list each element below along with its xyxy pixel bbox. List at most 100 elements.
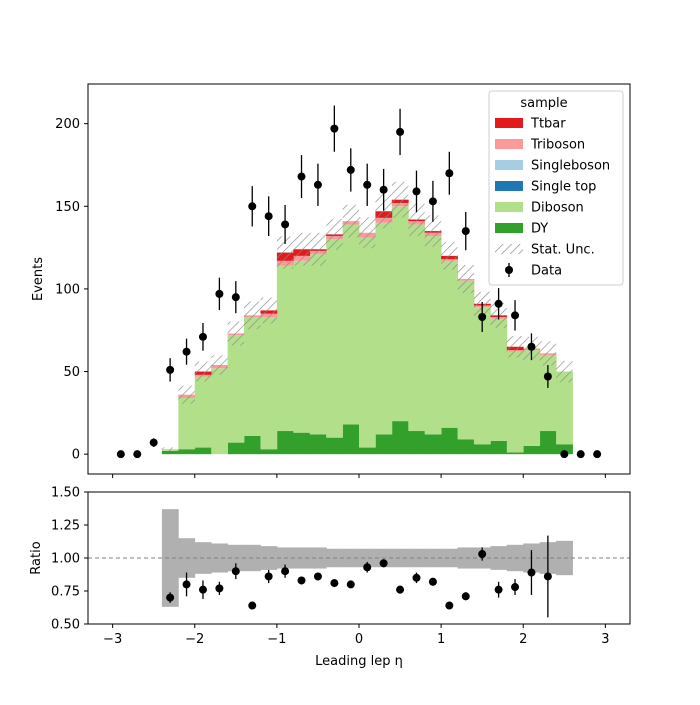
legend-swatch-ttbar [495,118,523,128]
bar-diboson-19 [424,236,442,435]
stat-unc-band-8 [244,301,261,330]
series-diboson [161,206,573,455]
data-points [116,105,602,459]
bar-dy-22 [473,444,491,455]
y-tick-label-150: 150 [55,200,80,215]
main-panel: 0 50 100 150 200 Events sample Ttbar Triboson S… [31,83,631,478]
ratio-point-1 [182,580,191,589]
bar-dy-20 [441,427,458,455]
data-point-20 [445,169,454,178]
data-point-16 [379,185,388,194]
stat-unc-band-20 [441,241,458,270]
data-point-3 [166,365,175,374]
main-axes: 0 50 100 150 200 [55,105,606,478]
bar-diboson-23 [490,318,508,441]
ratio-point-0 [166,593,175,602]
bar-diboson-10 [276,265,294,432]
y-axis-label-events: Events [31,257,46,301]
data-point-2 [149,438,158,447]
bar-dy-5 [194,447,212,455]
bar-dy-8 [244,435,261,455]
legend-swatch-triboson [495,139,523,149]
stat-unc-band-26 [539,341,557,366]
bar-diboson-6 [211,368,229,455]
data-point-0 [116,450,125,459]
bar-diboson-4 [178,397,196,450]
ratio-y-tick-label-1.25: 1.25 [51,519,80,534]
ratio-unc-band-6 [211,543,229,573]
ratio-point-7 [281,567,290,576]
stat-unc-band-14 [342,204,359,238]
bar-dy-21 [457,439,475,455]
ratio-point-15 [412,573,421,582]
bar-dy-4 [178,449,196,455]
ratio-unc-band-3 [161,509,179,607]
legend-swatch-diboson [495,202,523,212]
stat-unc-band-17 [391,181,409,218]
legend-swatch-rect-diboson [495,202,523,212]
legend-label-singleboson: Singleboson [531,159,610,174]
stack-area [161,181,573,455]
legend-swatch-hatch [495,244,523,254]
legend-swatch-stat-unc [495,244,523,254]
bar-diboson-18 [408,224,426,432]
stat-unc-band-21 [457,264,474,294]
ratio-point-16 [428,577,437,586]
data-point-23 [494,299,503,308]
bar-diboson-9 [260,317,278,450]
ratio-point-4 [231,567,240,576]
y-axis-label-ratio: Ratio [29,541,44,574]
stat-unc-band-3 [161,447,179,452]
data-point-4 [182,347,191,356]
y-tick-label-50: 50 [63,365,80,380]
ratio-point-9 [313,572,322,581]
x-tick-label-3: 3 [601,632,609,647]
legend-label-ttbar: Ttbar [530,117,566,132]
bar-dy-26 [539,431,557,455]
series-dy [161,421,573,455]
bar-dy-19 [424,434,442,455]
stat-unc-band-18 [408,203,425,236]
legend-label-data: Data [531,264,562,279]
ratio-point-3 [215,584,224,593]
data-point-6 [215,289,224,298]
ratio-point-12 [363,563,372,572]
stat-unc-band-19 [424,215,442,247]
bar-diboson-17 [391,206,409,422]
ratio-y-tick-label-1.50: 1.50 [51,486,80,501]
ratio-unc-band-20 [441,548,458,568]
x-tick-label-0: 0 [355,632,363,647]
ratio-unc-band-17 [391,548,409,568]
bar-dy-12 [309,434,327,455]
y-tick-label-0: 0 [72,448,80,463]
ratio-unc-bands [161,509,573,607]
data-point-25 [527,342,536,351]
stat-unc-band-11 [293,232,310,266]
x-tick-label--2: −2 [185,632,204,647]
bar-dy-3 [161,450,179,455]
legend-swatch-point [505,266,513,274]
data-point-22 [478,313,487,322]
data-point-21 [461,227,470,236]
data-point-8 [248,202,257,211]
ratio-y-tick-label-1.00: 1.00 [51,552,80,567]
bar-dy-13 [326,437,343,455]
data-point-5 [198,332,207,341]
bar-diboson-7 [227,335,245,443]
bar-dy-17 [391,421,409,455]
ratio-area [88,509,630,607]
data-point-17 [396,127,405,136]
bar-diboson-12 [309,254,327,435]
stat-unc-band-9 [260,297,277,324]
ratio-point-11 [346,580,355,589]
bar-dy-24 [506,452,524,455]
ratio-point-21 [511,583,520,592]
data-point-10 [281,220,290,229]
legend-swatch-data [505,263,513,277]
x-tick-label--3: −3 [103,632,122,647]
stat-unc-band-13 [326,218,343,250]
legend-swatch-rect-single-top [495,181,523,191]
x-axis-label: Leading lep η [315,654,403,669]
data-point-14 [346,165,355,174]
